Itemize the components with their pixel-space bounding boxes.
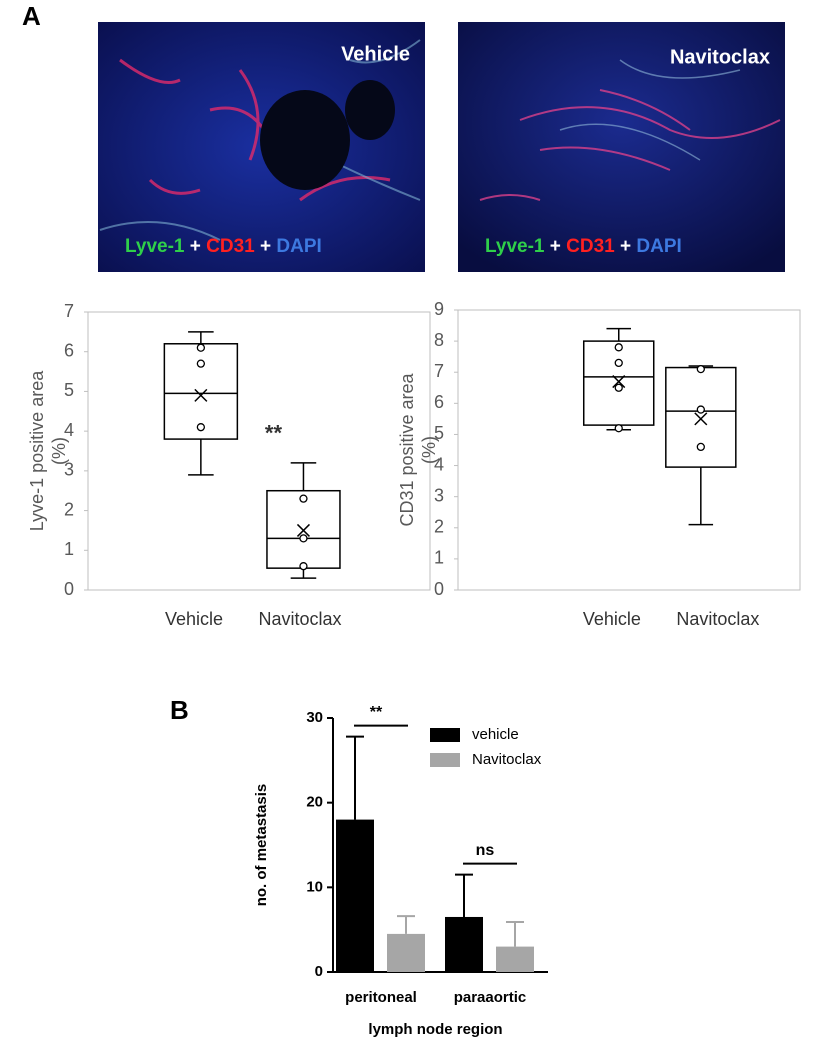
micrograph: Navitoclax Lyve-1 + CD31 + DAPI bbox=[458, 22, 785, 272]
stain: Lyve-1 bbox=[485, 236, 545, 257]
y-axis-label: (%) bbox=[419, 436, 439, 464]
bar bbox=[445, 916, 483, 972]
stain-label: Lyve-1 + CD31 + DAPI bbox=[485, 236, 682, 257]
y-tick-label: 8 bbox=[434, 330, 444, 350]
bar bbox=[387, 933, 425, 972]
y-tick-label: 5 bbox=[434, 423, 444, 443]
significance: ** bbox=[370, 704, 383, 721]
x-axis-label: lymph node region bbox=[368, 1021, 502, 1038]
data-point bbox=[696, 364, 705, 374]
stain: CD31 bbox=[566, 236, 615, 257]
mean-marker bbox=[296, 523, 310, 537]
legend-label: vehicle bbox=[472, 726, 519, 743]
stain: DAPI bbox=[636, 236, 681, 257]
y-tick-label: 6 bbox=[434, 392, 444, 412]
y-tick-label: 3 bbox=[434, 485, 444, 505]
error-bar bbox=[346, 735, 364, 820]
x-tick-label: paraaortic bbox=[454, 989, 527, 1006]
y-tick-label: 6 bbox=[64, 340, 74, 360]
stain: + bbox=[190, 236, 201, 257]
data-point bbox=[299, 494, 308, 503]
panel-label: B bbox=[170, 695, 189, 725]
y-tick-label: 20 bbox=[306, 794, 323, 811]
x-tick-label: Navitoclax bbox=[676, 609, 759, 629]
y-tick-label: 0 bbox=[315, 963, 323, 980]
data-point bbox=[299, 534, 308, 543]
stain: DAPI bbox=[276, 236, 321, 257]
y-axis-label: CD31 positive area bbox=[397, 372, 417, 526]
data-point bbox=[696, 442, 705, 452]
mean-marker bbox=[194, 388, 208, 402]
y-tick-label: 4 bbox=[64, 420, 74, 440]
stain-label: Lyve-1 + CD31 + DAPI bbox=[125, 236, 322, 257]
data-point bbox=[196, 343, 206, 352]
y-tick-label: 1 bbox=[434, 548, 444, 568]
data-point bbox=[696, 405, 705, 414]
stain: + bbox=[620, 236, 631, 257]
mean-marker bbox=[612, 375, 626, 389]
y-tick-label: 7 bbox=[434, 361, 444, 381]
y-axis-label: (%) bbox=[49, 437, 69, 465]
box bbox=[266, 462, 341, 579]
box bbox=[582, 327, 655, 433]
x-tick-label: Vehicle bbox=[165, 609, 223, 629]
bar bbox=[336, 819, 374, 972]
y-tick-label: 0 bbox=[434, 579, 444, 599]
significance: ** bbox=[265, 421, 283, 446]
y-tick-label: 2 bbox=[434, 517, 444, 537]
data-point bbox=[196, 359, 206, 368]
error-bar bbox=[455, 873, 473, 917]
data-point bbox=[614, 358, 623, 368]
y-tick-label: 2 bbox=[64, 499, 74, 519]
error-bar bbox=[397, 915, 415, 934]
plot-frame bbox=[87, 311, 431, 591]
x-tick-label: peritoneal bbox=[345, 989, 417, 1006]
y-axis-label: no. of metastasis bbox=[253, 784, 270, 907]
significance: ns bbox=[476, 842, 495, 859]
legend-label: Navitoclax bbox=[472, 751, 542, 768]
image-title: Vehicle bbox=[341, 43, 410, 65]
x-tick-label: Vehicle bbox=[583, 609, 641, 629]
y-tick-label: 9 bbox=[434, 299, 444, 319]
stain: + bbox=[550, 236, 561, 257]
box-body bbox=[665, 366, 737, 468]
y-tick-label: 30 bbox=[306, 709, 323, 726]
micrograph: Vehicle Lyve-1 + CD31 + DAPI bbox=[98, 22, 425, 272]
image-title: Navitoclax bbox=[670, 46, 770, 68]
stain: CD31 bbox=[206, 236, 255, 257]
y-tick-label: 3 bbox=[64, 460, 74, 480]
plot-frame bbox=[457, 309, 801, 591]
x-tick-label: Navitoclax bbox=[259, 609, 342, 629]
y-tick-label: 10 bbox=[306, 878, 323, 895]
panel-label: A bbox=[22, 1, 41, 31]
error-bar bbox=[506, 921, 524, 947]
y-tick-label: 0 bbox=[64, 579, 74, 599]
data-point bbox=[614, 343, 623, 352]
box-body bbox=[582, 340, 655, 426]
data-point bbox=[196, 423, 206, 432]
legend-swatch bbox=[430, 728, 460, 742]
y-tick-label: 5 bbox=[64, 380, 74, 400]
y-tick-label: 7 bbox=[64, 301, 74, 321]
legend-swatch bbox=[430, 753, 460, 767]
box bbox=[665, 364, 737, 526]
mean-marker bbox=[694, 412, 708, 426]
y-tick-label: 4 bbox=[434, 454, 444, 474]
data-point bbox=[614, 383, 623, 392]
box bbox=[163, 331, 239, 476]
y-tick-label: 1 bbox=[64, 539, 74, 559]
data-point bbox=[299, 562, 308, 571]
y-axis-label: Lyve-1 positive area bbox=[27, 370, 47, 531]
stain: Lyve-1 bbox=[125, 236, 185, 257]
data-point bbox=[614, 424, 623, 433]
stain: + bbox=[260, 236, 271, 257]
bar bbox=[496, 946, 534, 972]
